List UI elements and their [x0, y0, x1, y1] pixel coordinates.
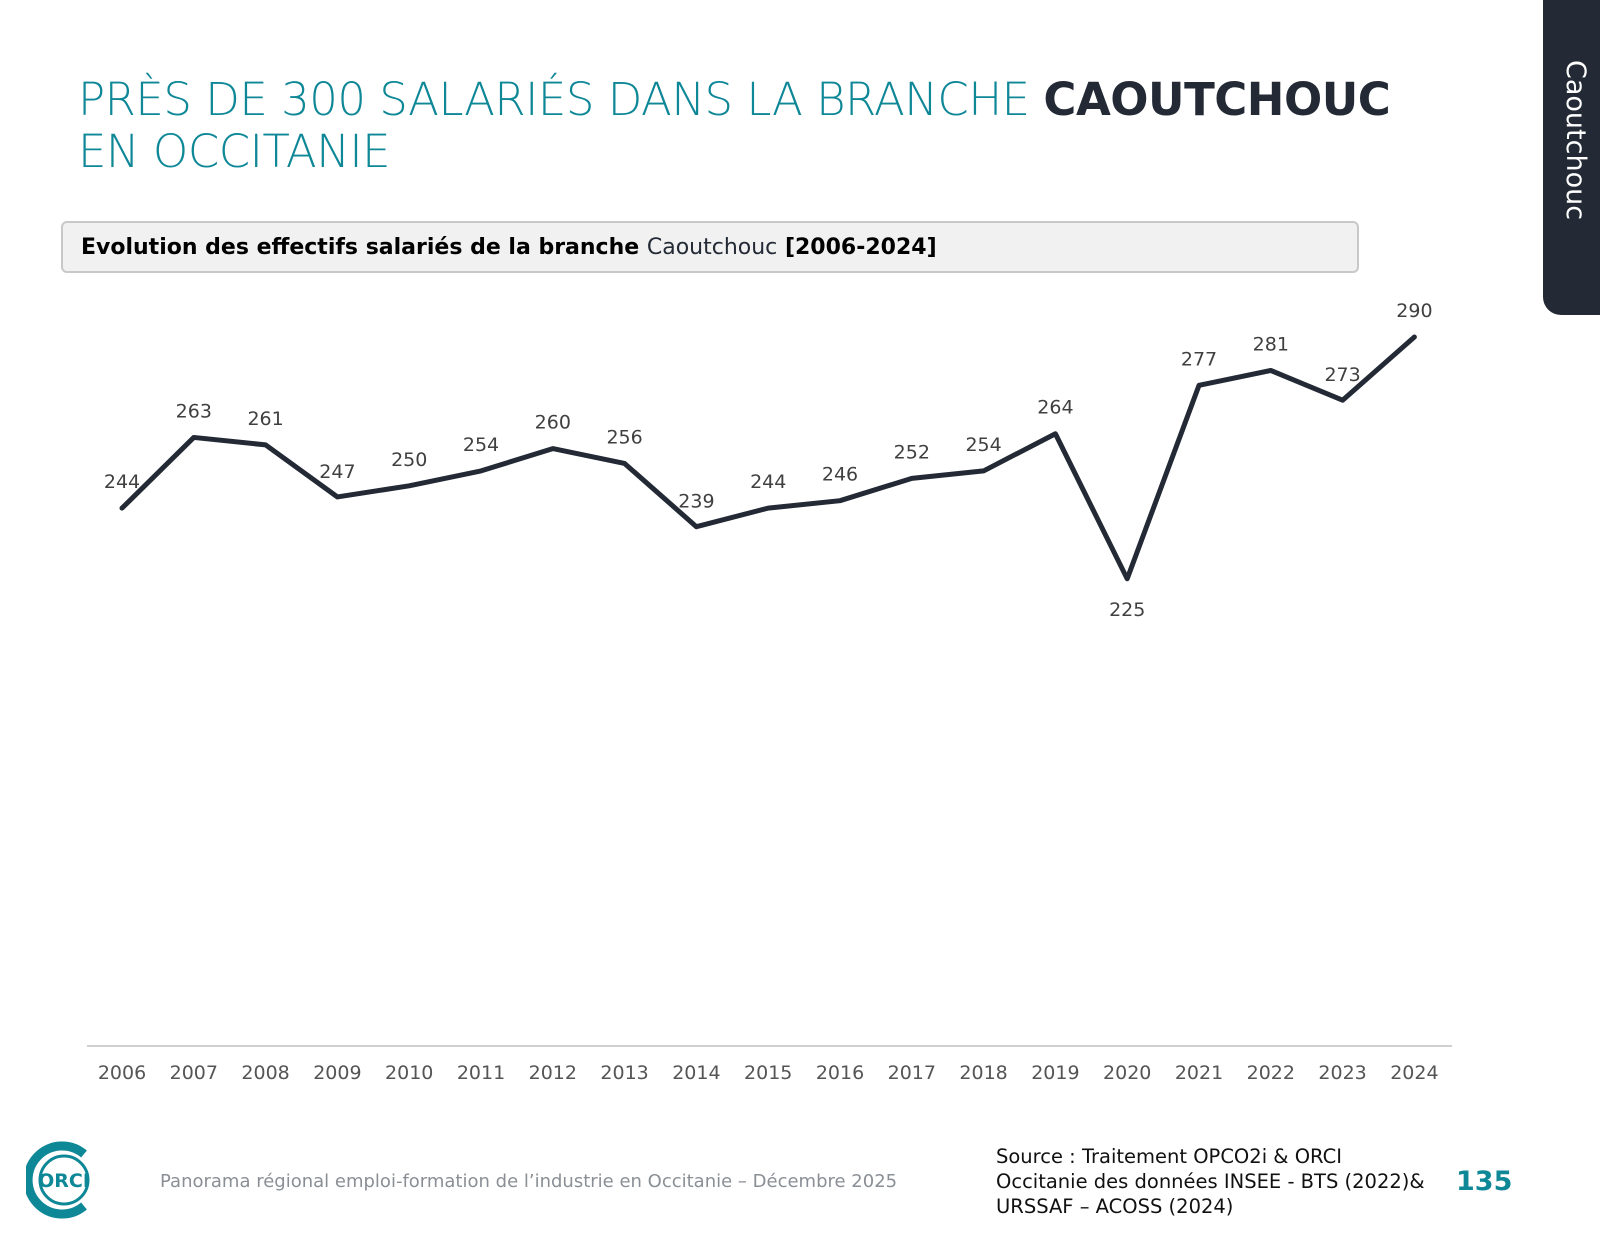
x-tick-label: 2024 — [1390, 1062, 1438, 1084]
x-tick-label: 2019 — [1031, 1062, 1079, 1084]
chart-subtitle-box: Evolution des effectifs salariés de la b… — [61, 221, 1359, 273]
orci-logo: ORCI — [26, 1141, 90, 1219]
source-line: Source : Traitement OPCO2i & ORCI — [996, 1145, 1343, 1168]
data-label: 264 — [1037, 397, 1073, 419]
svg-text:ORCI: ORCI — [38, 1170, 90, 1192]
data-label: 261 — [247, 408, 283, 430]
x-tick-label: 2012 — [529, 1062, 577, 1084]
subtitle-part: Evolution des effectifs salariés de la b… — [81, 235, 647, 260]
x-tick-label: 2014 — [672, 1062, 720, 1084]
data-label: 277 — [1181, 348, 1217, 370]
data-label: 244 — [104, 471, 140, 493]
data-label: 247 — [319, 461, 355, 483]
x-tick-label: 2016 — [816, 1062, 864, 1084]
data-label: 225 — [1109, 599, 1145, 621]
page-title: PRÈS DE 300 SALARIÉS DANS LA BRANCHE CAO… — [78, 74, 1458, 178]
x-tick-label: 2007 — [170, 1062, 218, 1084]
x-tick-label: 2017 — [888, 1062, 936, 1084]
x-tick-label: 2013 — [600, 1062, 648, 1084]
x-tick-label: 2009 — [313, 1062, 361, 1084]
data-label: 256 — [606, 426, 642, 448]
x-tick-label: 2011 — [457, 1062, 505, 1084]
data-label: 246 — [822, 464, 858, 486]
title-part: EN OCCITANIE — [78, 125, 391, 178]
source-line: Occitanie des données INSEE - BTS (2022)… — [996, 1170, 1425, 1193]
x-tick-label: 2023 — [1318, 1062, 1366, 1084]
data-label: 250 — [391, 449, 427, 471]
source-line: URSSAF – ACOSS (2024) — [996, 1195, 1234, 1218]
chart-subtitle: Evolution des effectifs salariés de la b… — [81, 235, 937, 260]
title-bold: CAOUTCHOUC — [1043, 73, 1391, 126]
x-tick-label: 2020 — [1103, 1062, 1151, 1084]
data-label: 263 — [176, 400, 212, 422]
data-label: 273 — [1324, 364, 1360, 386]
x-tick-label: 2018 — [959, 1062, 1007, 1084]
x-tick-label: 2010 — [385, 1062, 433, 1084]
series-line — [119, 334, 1417, 582]
subtitle-highlight: Caoutchouc — [646, 235, 778, 260]
data-label: 260 — [535, 412, 571, 434]
x-tick-label: 2015 — [744, 1062, 792, 1084]
data-label: 254 — [965, 434, 1001, 456]
footer-text: Panorama régional emploi-formation de l’… — [160, 1171, 898, 1192]
x-tick-label: 2022 — [1247, 1062, 1295, 1084]
data-label: 290 — [1396, 300, 1432, 322]
data-label: 252 — [894, 441, 930, 463]
data-label: 239 — [678, 491, 714, 513]
data-label: 244 — [750, 471, 786, 493]
section-tab: Caoutchouc — [1543, 0, 1600, 315]
x-tick-label: 2008 — [241, 1062, 289, 1084]
source-note: Source : Traitement OPCO2i & ORCI Occita… — [996, 1144, 1425, 1219]
data-label: 254 — [463, 434, 499, 456]
title-part: PRÈS DE 300 SALARIÉS DANS LA BRANCHE — [78, 73, 1044, 126]
x-tick-label: 2006 — [98, 1062, 146, 1084]
x-tick-label: 2021 — [1175, 1062, 1223, 1084]
subtitle-part: [2006-2024] — [777, 235, 937, 260]
page-number: 135 — [1456, 1166, 1513, 1197]
data-label: 281 — [1253, 333, 1289, 355]
